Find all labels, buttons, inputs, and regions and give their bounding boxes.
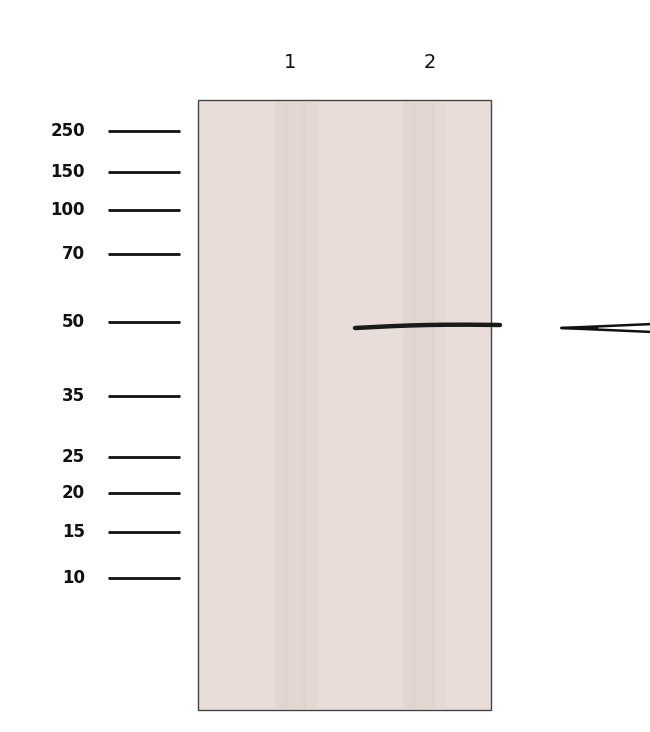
Text: 250: 250 — [51, 122, 85, 140]
Text: 20: 20 — [62, 484, 85, 502]
Text: 50: 50 — [62, 313, 85, 331]
Bar — [198, 100, 491, 710]
Text: 15: 15 — [62, 523, 85, 541]
Text: 10: 10 — [62, 569, 85, 587]
Text: 150: 150 — [51, 163, 85, 181]
Text: 100: 100 — [51, 201, 85, 219]
Text: 1: 1 — [284, 53, 296, 72]
Text: 70: 70 — [62, 245, 85, 263]
Text: 2: 2 — [424, 53, 436, 72]
Text: 35: 35 — [62, 387, 85, 405]
Text: 25: 25 — [62, 448, 85, 466]
